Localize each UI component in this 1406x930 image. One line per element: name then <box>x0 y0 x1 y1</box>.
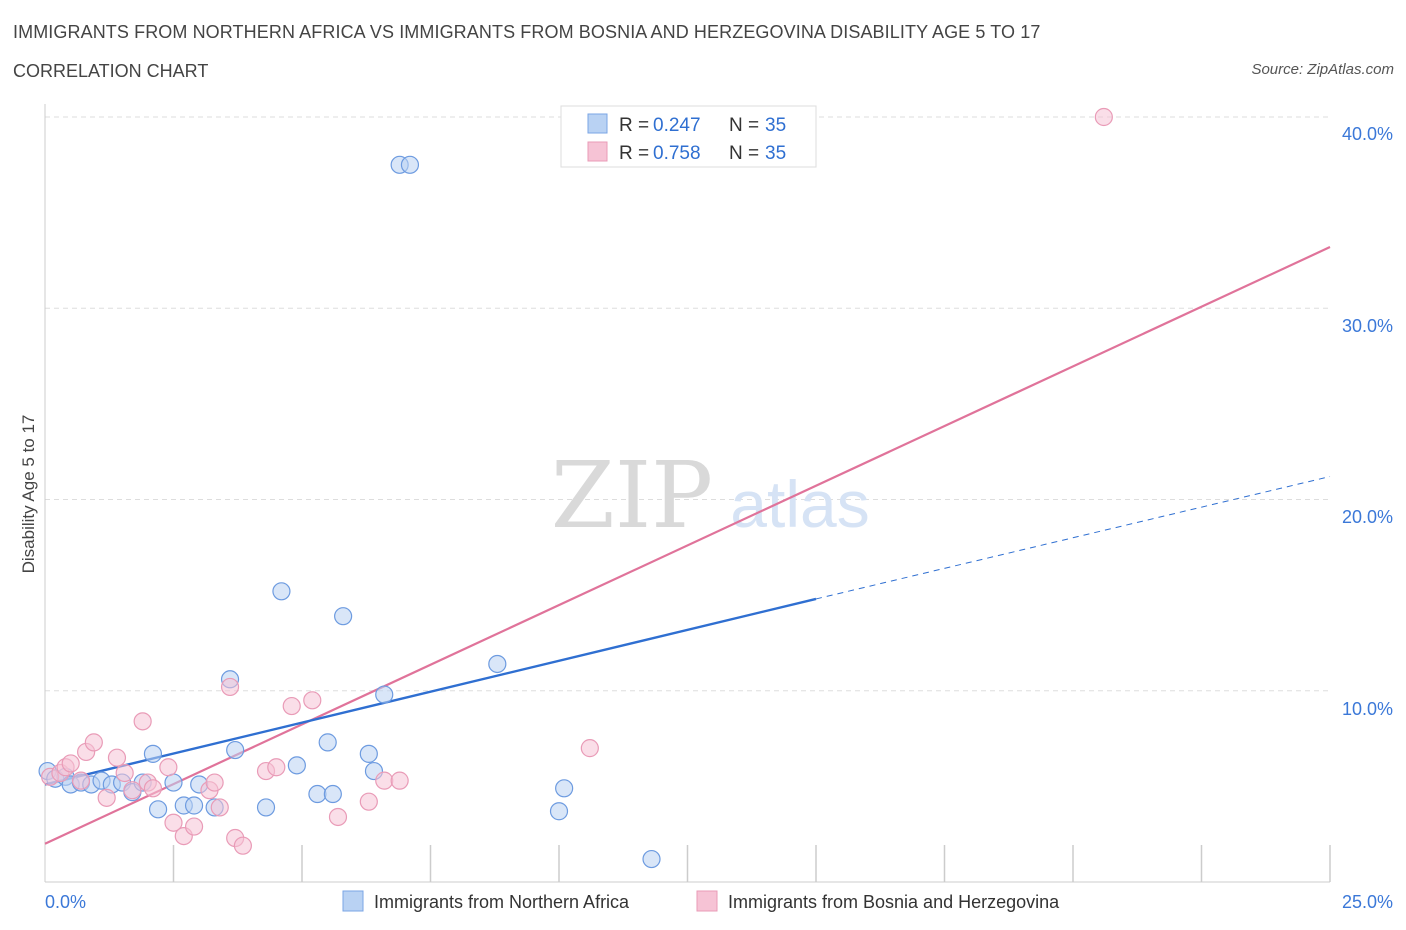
point-pink-28 <box>328 807 348 827</box>
point-blue-24 <box>318 733 337 752</box>
point-pink-26 <box>282 696 301 716</box>
point-pink-3 <box>61 754 80 773</box>
legend-n-value-blue: 35 <box>765 115 786 136</box>
data-points <box>38 107 1113 869</box>
point-blue-35 <box>642 849 661 869</box>
legend-n-label-blue: N = <box>729 115 759 136</box>
point-pink-14 <box>159 758 178 777</box>
point-pink-19 <box>205 773 224 792</box>
trend-lines <box>44 246 1331 845</box>
point-blue-26 <box>334 607 353 626</box>
y-tick-label-40: 40.0% <box>1342 124 1393 144</box>
watermark-zip: ZIP <box>551 442 713 549</box>
series-legend: Immigrants from Northern Africa Immigran… <box>342 890 1060 912</box>
stats-legend: R = 0.247 N = 35 R = 0.758 N = 35 <box>560 105 817 168</box>
watermark-atlas: atlas <box>730 467 869 541</box>
trend-line-pink <box>44 246 1331 845</box>
point-pink-6 <box>84 733 103 752</box>
point-blue-19 <box>226 740 245 760</box>
point-pink-10 <box>123 781 142 800</box>
point-pink-9 <box>115 763 134 783</box>
point-pink-23 <box>233 836 252 855</box>
legend-swatch-pink <box>587 141 608 162</box>
legend-r-label-pink: R = <box>619 143 649 164</box>
series-legend-swatch-pink <box>696 890 718 912</box>
chart-subtitle: CORRELATION CHART <box>13 61 209 81</box>
legend-r-label-blue: R = <box>619 115 649 136</box>
chart-title: IMMIGRANTS FROM NORTHERN AFRICA VS IMMIG… <box>13 22 1041 42</box>
point-blue-27 <box>359 744 378 763</box>
y-tick-label-10: 10.0% <box>1342 699 1393 719</box>
legend-r-value-pink: 0.758 <box>653 143 701 164</box>
point-blue-20 <box>256 798 276 817</box>
point-blue-13 <box>164 773 183 792</box>
point-blue-32 <box>488 654 507 674</box>
point-blue-12 <box>148 800 168 819</box>
point-pink-4 <box>71 771 91 790</box>
gridlines <box>45 116 1330 692</box>
series-legend-label-pink: Immigrants from Bosnia and Herzegovina <box>728 892 1060 912</box>
point-pink-27 <box>303 691 322 710</box>
point-blue-34 <box>555 779 574 798</box>
point-pink-31 <box>390 771 409 790</box>
trend-line-blue <box>44 597 817 786</box>
x-tick-label-max: 25.0% <box>1342 892 1393 912</box>
point-pink-17 <box>184 817 204 836</box>
axes <box>44 104 1331 883</box>
series-legend-swatch-blue <box>342 890 364 912</box>
point-pink-15 <box>164 813 183 832</box>
point-blue-31 <box>400 155 420 174</box>
source-label: Source: ZipAtlas.com <box>1251 61 1394 78</box>
legend-r-value-blue: 0.247 <box>653 115 701 136</box>
point-pink-8 <box>107 748 127 767</box>
point-blue-21 <box>272 582 291 601</box>
point-pink-13 <box>143 779 163 798</box>
point-pink-33 <box>1094 107 1113 127</box>
point-pink-29 <box>359 792 378 811</box>
legend-n-label-pink: N = <box>729 143 759 164</box>
y-axis-title: Disability Age 5 to 17 <box>19 415 38 574</box>
point-blue-23 <box>308 784 327 804</box>
point-pink-30 <box>375 771 394 790</box>
x-tick-label-min: 0.0% <box>45 892 86 912</box>
y-tick-label-20: 20.0% <box>1342 507 1393 527</box>
point-blue-11 <box>143 744 163 763</box>
point-blue-25 <box>323 784 342 804</box>
point-blue-22 <box>287 756 306 775</box>
point-pink-11 <box>133 712 152 731</box>
point-pink-7 <box>97 788 116 807</box>
trend-line-blue-extension <box>815 476 1331 600</box>
legend-swatch-blue <box>587 113 608 134</box>
point-blue-15 <box>184 796 204 815</box>
point-blue-29 <box>375 685 394 704</box>
legend-n-value-pink: 35 <box>765 143 786 164</box>
y-tick-label-30: 30.0% <box>1342 316 1393 336</box>
series-legend-label-blue: Immigrants from Northern Africa <box>374 892 630 912</box>
point-pink-21 <box>220 677 240 697</box>
point-pink-25 <box>267 758 286 777</box>
point-pink-32 <box>580 739 599 758</box>
point-pink-20 <box>210 798 229 817</box>
point-blue-33 <box>549 802 569 821</box>
